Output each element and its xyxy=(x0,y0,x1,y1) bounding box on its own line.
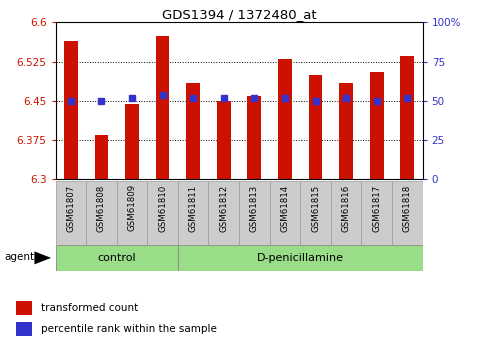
Text: GSM61814: GSM61814 xyxy=(281,184,289,231)
Text: GSM61815: GSM61815 xyxy=(311,184,320,231)
Text: agent: agent xyxy=(4,252,35,262)
Bar xyxy=(370,72,384,179)
Bar xyxy=(239,181,270,245)
Bar xyxy=(247,96,261,179)
Bar xyxy=(147,181,178,245)
Bar xyxy=(86,181,117,245)
Polygon shape xyxy=(34,252,51,264)
Bar xyxy=(331,181,361,245)
Bar xyxy=(64,41,78,179)
Bar xyxy=(392,181,423,245)
Text: GSM61810: GSM61810 xyxy=(158,184,167,231)
Text: GSM61816: GSM61816 xyxy=(341,184,351,231)
Bar xyxy=(309,75,323,179)
Bar xyxy=(361,181,392,245)
Bar xyxy=(125,104,139,179)
Bar xyxy=(16,301,32,315)
Text: GSM61818: GSM61818 xyxy=(403,184,412,231)
Text: GSM61812: GSM61812 xyxy=(219,184,228,231)
Bar xyxy=(56,181,86,245)
Text: GSM61813: GSM61813 xyxy=(250,184,259,231)
Text: GSM61807: GSM61807 xyxy=(66,184,75,231)
Bar xyxy=(217,101,231,179)
Bar xyxy=(156,36,170,179)
Bar xyxy=(178,181,209,245)
Bar xyxy=(278,59,292,179)
Text: D-penicillamine: D-penicillamine xyxy=(257,253,344,263)
Bar xyxy=(209,181,239,245)
Bar xyxy=(400,57,414,179)
Bar xyxy=(95,135,108,179)
Text: GSM61809: GSM61809 xyxy=(128,184,137,231)
Text: control: control xyxy=(98,253,136,263)
Text: transformed count: transformed count xyxy=(41,303,138,313)
Text: GSM61817: GSM61817 xyxy=(372,184,381,231)
Bar xyxy=(56,245,178,271)
Text: GSM61811: GSM61811 xyxy=(189,184,198,231)
Bar xyxy=(270,181,300,245)
Text: GSM61808: GSM61808 xyxy=(97,184,106,231)
Bar xyxy=(339,82,353,179)
Bar xyxy=(16,322,32,336)
Bar xyxy=(178,245,423,271)
Bar xyxy=(300,181,331,245)
Bar xyxy=(117,181,147,245)
Title: GDS1394 / 1372480_at: GDS1394 / 1372480_at xyxy=(162,8,316,21)
Text: percentile rank within the sample: percentile rank within the sample xyxy=(41,324,217,334)
Bar xyxy=(186,82,200,179)
